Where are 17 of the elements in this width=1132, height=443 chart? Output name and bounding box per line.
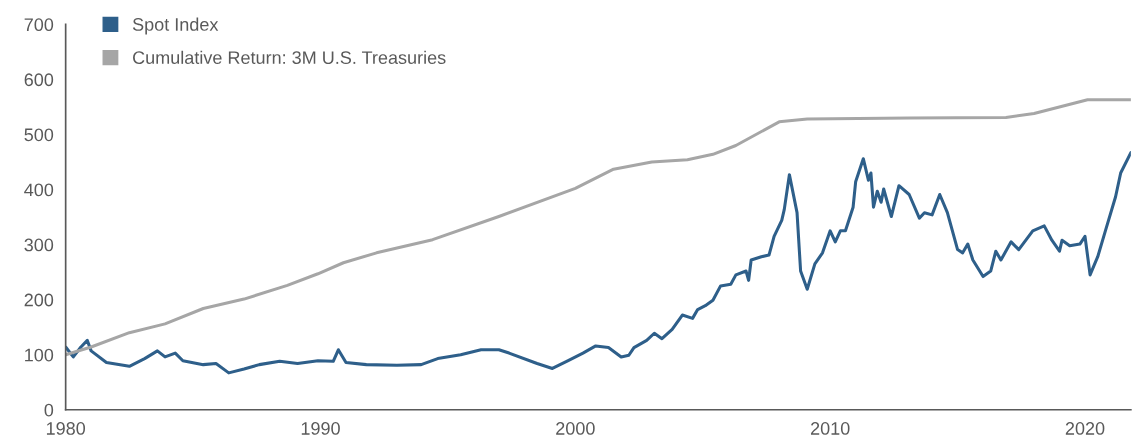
y-tick-label: 500 xyxy=(24,128,54,142)
legend-label: Cumulative Return: 3M U.S. Treasuries xyxy=(133,50,446,65)
y-tick-label: 100 xyxy=(25,348,54,362)
y-tick-label: 200 xyxy=(24,293,54,307)
y-tick-label: 300 xyxy=(24,238,54,252)
y-tick-label: 600 xyxy=(24,73,54,87)
legend-label: Spot Index xyxy=(132,17,219,35)
y-tick-label: 0 xyxy=(44,403,54,417)
x-tick-label: 2010 xyxy=(810,422,850,435)
x-tick-label: 1990 xyxy=(301,422,340,435)
x-tick-label: 2000 xyxy=(556,422,595,435)
line-series xyxy=(65,151,1131,375)
line-series xyxy=(65,98,1131,357)
y-tick-label: 400 xyxy=(24,183,54,197)
y-tick-label: 700 xyxy=(24,18,54,32)
x-tick-label: 1980 xyxy=(46,422,86,435)
x-tick-label: 2020 xyxy=(1065,422,1105,435)
